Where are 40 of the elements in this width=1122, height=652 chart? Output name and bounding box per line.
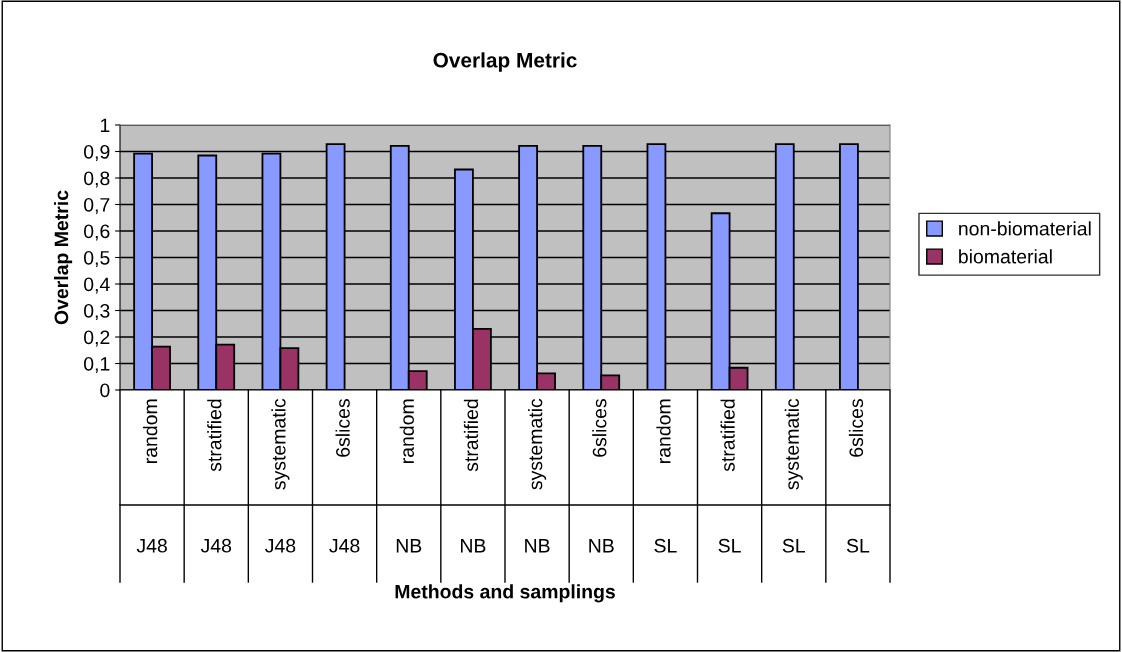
chart-title: Overlap Metric <box>433 52 577 72</box>
text: J48 <box>136 538 167 553</box>
text: J48 <box>265 538 296 553</box>
text: NB <box>461 539 486 553</box>
x-tick-label: stratified <box>720 399 735 472</box>
text: NB <box>396 539 422 553</box>
y-tick-label: 0,3 <box>84 303 110 321</box>
x-tick-label: random <box>656 399 671 463</box>
y-tick-label: 0,7 <box>84 197 110 215</box>
x-tick-label: systematic <box>784 398 803 490</box>
x-tick-label: systematic <box>271 398 290 490</box>
text: J48 <box>200 538 232 553</box>
y-tick-label: 0,4 <box>84 277 110 294</box>
y-tick-label: 0,9 <box>84 144 110 162</box>
y-tick-label: 0,6 <box>84 224 110 241</box>
legend-label: non-biomaterial <box>959 221 1091 236</box>
text: NB <box>525 539 550 553</box>
text: SL <box>654 538 677 553</box>
x-axis-title: Methods and samplings <box>395 584 615 603</box>
text: SL <box>846 538 870 553</box>
x-tick-label: stratified <box>207 399 222 472</box>
text: SL <box>718 538 741 553</box>
legend-label: biomaterial <box>959 249 1052 264</box>
x-tick-label: 6slices <box>335 399 350 457</box>
y-axis-title: Overlap Metric <box>54 190 73 325</box>
y-tick-label: 0,1 <box>84 356 110 374</box>
x-tick-label: 6slices <box>592 399 607 457</box>
text: NB <box>589 539 614 553</box>
x-tick-label: random <box>399 399 414 463</box>
y-tick-label: 0,8 <box>84 171 110 188</box>
x-tick-label: stratified <box>463 399 479 472</box>
y-tick-label: 0,5 <box>84 250 110 268</box>
x-tick-label: systematic <box>528 398 547 490</box>
x-tick-label: random <box>143 399 158 463</box>
text: SL <box>782 538 805 553</box>
y-tick-label: 0 <box>100 383 110 398</box>
y-tick-label: 0,2 <box>84 330 110 347</box>
y-tick-label: 1 <box>100 118 110 133</box>
text: J48 <box>329 538 360 553</box>
x-tick-label: 6slices <box>848 399 864 457</box>
